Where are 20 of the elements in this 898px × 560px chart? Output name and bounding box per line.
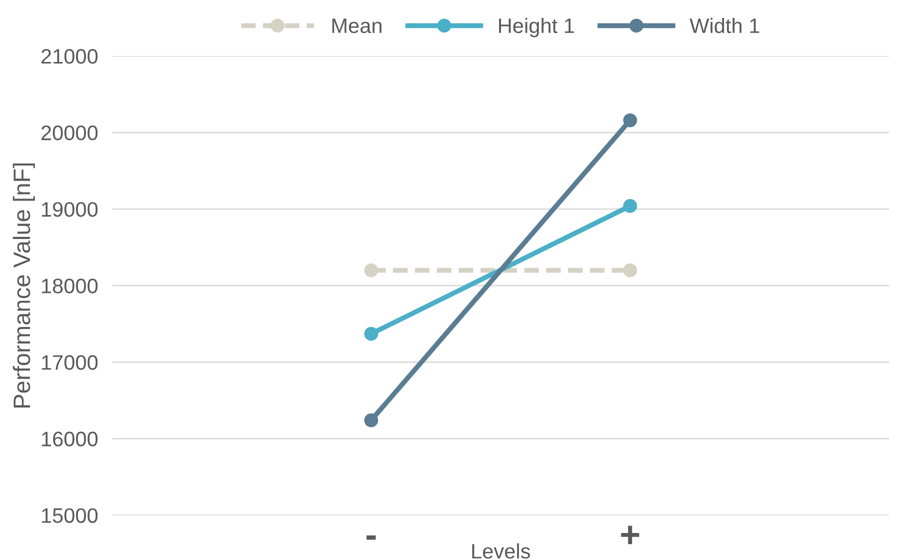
x-tick-label: +	[621, 526, 640, 544]
y-axis-title: Performance Value [nF]	[12, 163, 35, 408]
legend-label: Height 1	[499, 18, 574, 38]
y-tick-label: 20000	[41, 126, 98, 140]
y-tick-label: 17000	[42, 355, 98, 370]
legend-label: Width 1	[690, 18, 760, 34]
y-tick-label: 15000	[42, 508, 98, 523]
point	[623, 263, 638, 278]
point	[623, 199, 638, 213]
y-tick-label: 21000	[41, 49, 98, 64]
point	[364, 263, 378, 278]
point	[623, 113, 638, 128]
y-tick-label: 19000	[42, 202, 98, 217]
point	[364, 326, 378, 341]
x-tick-label: -	[366, 535, 376, 540]
point	[364, 413, 378, 428]
y-tick-label: 18000	[42, 278, 98, 294]
y-tick-label: 16000	[42, 432, 98, 446]
x-axis-title: Levels	[472, 543, 530, 559]
legend-label: Mean	[332, 18, 382, 34]
